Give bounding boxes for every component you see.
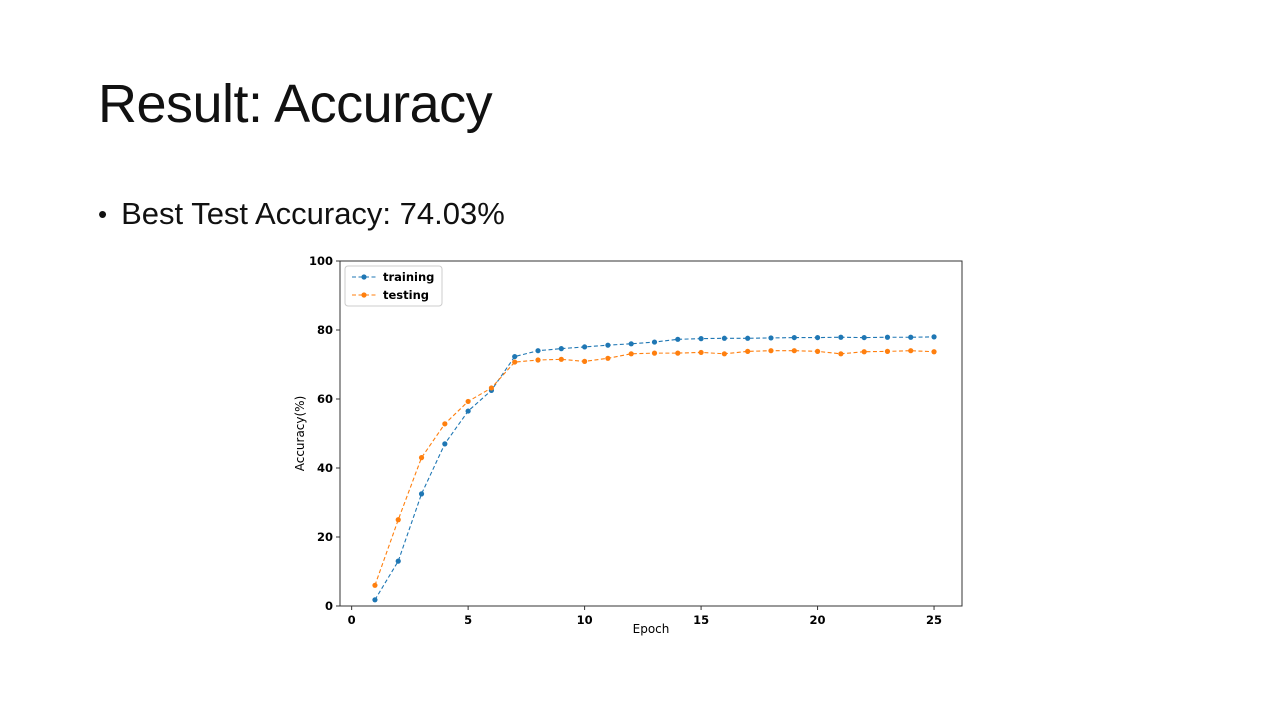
data-point-testing <box>745 348 751 354</box>
y-tick-label: 0 <box>325 599 333 613</box>
slide-title: Result: Accuracy <box>98 74 493 134</box>
series-line-testing <box>374 350 935 586</box>
accuracy-chart: 0 5 10 15 20 25 0 20 40 60 80 100 Epoch Accuracy(%) t… <box>290 250 970 642</box>
data-point-training <box>884 334 891 340</box>
data-point-training <box>605 342 611 348</box>
x-tick-label: 5 <box>464 613 472 627</box>
y-tick-label: 80 <box>317 323 333 337</box>
data-point-training <box>535 348 541 354</box>
data-point-training <box>745 335 751 341</box>
data-point-testing <box>628 351 634 357</box>
data-point-testing <box>442 421 448 427</box>
data-point-testing <box>931 349 937 355</box>
data-point-testing <box>418 455 425 461</box>
legend-marker-training <box>361 274 367 280</box>
data-point-testing <box>768 348 774 354</box>
data-point-training <box>465 408 471 414</box>
best-accuracy-text: Best Test Accuracy: 74.03% <box>121 196 505 231</box>
data-point-testing <box>488 385 495 391</box>
y-tick-label: 100 <box>309 254 333 268</box>
data-point-training <box>814 334 821 341</box>
data-point-testing <box>535 357 541 363</box>
y-tick-label: 40 <box>317 461 333 475</box>
data-point-training <box>931 334 937 340</box>
data-point-training <box>791 334 797 341</box>
data-point-testing <box>651 350 658 356</box>
bullet-dot-icon: • <box>98 198 108 229</box>
data-point-testing <box>372 582 378 588</box>
data-point-training <box>628 341 634 347</box>
data-point-testing <box>582 358 588 364</box>
y-tick-label: 60 <box>317 392 333 406</box>
legend-box <box>344 265 443 307</box>
data-point-testing <box>814 348 821 354</box>
series-line-training <box>374 336 935 601</box>
data-point-testing <box>512 359 518 365</box>
data-point-training <box>768 335 774 341</box>
data-point-testing <box>721 351 727 357</box>
data-point-testing <box>605 355 611 361</box>
y-tick-label: 20 <box>317 530 333 544</box>
data-point-training <box>418 491 425 497</box>
x-tick-label: 20 <box>810 613 826 627</box>
data-point-training <box>721 335 727 341</box>
data-point-training <box>372 597 378 603</box>
data-point-training <box>512 353 518 360</box>
data-point-training <box>651 339 658 345</box>
data-point-training <box>442 441 448 447</box>
data-point-testing <box>791 348 797 354</box>
x-axis-label: Epoch <box>633 622 670 636</box>
data-point-testing <box>838 351 844 357</box>
x-tick-label: 10 <box>577 613 593 627</box>
data-point-testing <box>465 398 471 405</box>
plot-frame <box>339 260 963 607</box>
data-point-testing <box>884 348 891 354</box>
bullet-item: • Best Test Accuracy: 74.03% <box>98 195 505 232</box>
data-point-training <box>908 334 914 340</box>
legend-marker-testing <box>361 292 367 298</box>
data-point-training <box>395 558 401 564</box>
x-tick-label: 0 <box>348 613 356 627</box>
legend-label-testing: testing <box>383 288 429 302</box>
data-point-training <box>861 334 867 341</box>
data-point-testing <box>908 348 914 354</box>
data-point-testing <box>675 350 681 356</box>
x-tick-label: 25 <box>926 613 942 627</box>
data-point-testing <box>395 517 401 523</box>
data-point-training <box>698 336 704 342</box>
accuracy-chart-svg: 0 5 10 15 20 25 0 20 40 60 80 100 Epoch Accuracy(%) t… <box>293 254 963 636</box>
y-axis-label: Accuracy(%) <box>293 396 307 472</box>
data-point-training <box>558 346 564 352</box>
data-point-testing <box>861 349 867 355</box>
data-point-training <box>838 334 844 340</box>
x-tick-label: 15 <box>693 613 709 627</box>
data-point-training <box>675 336 681 342</box>
data-point-testing <box>558 356 564 362</box>
data-point-training <box>582 344 588 350</box>
data-point-testing <box>698 349 704 356</box>
legend-label-training: training <box>383 270 434 284</box>
